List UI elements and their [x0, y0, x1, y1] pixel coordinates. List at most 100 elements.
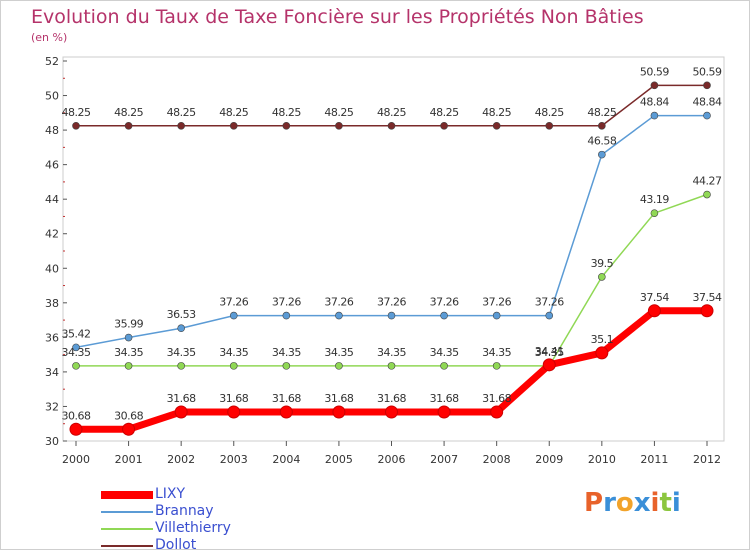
data-label: 37.26	[272, 296, 301, 309]
data-point	[177, 121, 185, 130]
y-tick-label: 34	[45, 366, 59, 379]
data-label: 34.35	[219, 346, 248, 359]
data-label: 35.42	[62, 327, 91, 340]
data-label: 34.41	[535, 345, 564, 358]
data-label: 31.68	[219, 392, 248, 405]
series-villethierry: 34.35 34.35 34.35 34.35 34.35 34.35 34.35 34.35…	[62, 175, 722, 370]
legend-label: Brannay	[155, 503, 214, 519]
data-point	[332, 405, 346, 419]
logo-letter: o	[615, 488, 634, 518]
data-label: 37.26	[535, 296, 564, 309]
data-point	[282, 121, 291, 130]
data-point	[492, 121, 501, 130]
data-label: 31.68	[482, 392, 511, 405]
data-label: 48.25	[324, 106, 353, 119]
data-point	[492, 311, 501, 320]
data-label: 48.25	[219, 106, 248, 119]
data-label: 48.25	[482, 106, 511, 119]
data-point	[177, 324, 185, 333]
data-label: 37.54	[640, 291, 669, 304]
x-tick-label: 2000	[62, 453, 90, 466]
data-label: 31.68	[324, 392, 353, 405]
data-point	[703, 111, 711, 120]
series-brannay: 35.42 35.99 36.53 37.26 37.26 37.26 37.26 37.26…	[62, 96, 722, 352]
data-point	[542, 358, 556, 372]
x-tick-label: 2012	[693, 453, 721, 466]
y-tick-label: 40	[45, 262, 59, 275]
data-point	[387, 362, 396, 370]
data-point	[124, 362, 133, 370]
y-tick-label: 46	[45, 159, 59, 172]
data-point	[647, 304, 661, 318]
data-point	[122, 422, 136, 436]
y-tick-label: 44	[45, 193, 59, 206]
data-label: 48.25	[587, 106, 616, 119]
data-point	[437, 405, 451, 419]
data-label: 48.25	[62, 106, 91, 119]
data-label: 35.99	[114, 318, 143, 331]
data-label: 48.25	[272, 106, 301, 119]
data-label: 36.53	[167, 308, 196, 321]
data-point	[387, 121, 396, 130]
data-label: 31.68	[430, 392, 459, 405]
data-point	[440, 121, 448, 130]
data-label: 34.35	[62, 346, 91, 359]
data-point	[279, 405, 293, 419]
data-label: 48.25	[167, 106, 196, 119]
data-point	[229, 311, 238, 320]
data-label: 30.68	[62, 409, 91, 422]
data-point	[229, 121, 238, 130]
data-label: 50.59	[693, 65, 722, 78]
x-tick-label: 2008	[483, 453, 511, 466]
data-label: 37.26	[482, 296, 511, 309]
data-label: 39.5	[591, 257, 614, 270]
logo-letter: i	[671, 488, 681, 518]
data-point	[124, 121, 133, 130]
series-lixy: 30.68 30.68 31.68 31.68 31.68 31.68 31.68 31.68…	[62, 291, 722, 436]
legend-label: Dollot	[155, 537, 197, 550]
x-tick-label: 2009	[535, 453, 563, 466]
data-label: 37.26	[324, 296, 353, 309]
data-point	[335, 121, 343, 130]
data-label: 34.35	[430, 346, 459, 359]
data-label: 34.35	[114, 346, 143, 359]
data-point	[598, 273, 606, 281]
y-axis-unit-label: (en %)	[31, 31, 68, 44]
legend-label: LIXY	[155, 486, 186, 502]
x-tick-label: 2001	[115, 453, 143, 466]
x-tick-label: 2003	[220, 453, 248, 466]
plot-area	[62, 56, 725, 442]
data-point	[440, 362, 448, 370]
data-point	[598, 121, 606, 130]
data-label: 48.25	[430, 106, 459, 119]
legend-swatch	[101, 528, 153, 530]
data-point	[440, 311, 448, 320]
data-point	[650, 81, 659, 90]
data-point	[650, 111, 659, 120]
data-label: 30.68	[114, 409, 143, 422]
data-point	[545, 121, 554, 130]
data-point	[387, 311, 396, 320]
data-point	[335, 362, 343, 370]
legend-label: Villethierry	[155, 520, 231, 536]
data-point	[700, 304, 714, 318]
data-point	[72, 121, 80, 130]
data-point	[335, 311, 343, 320]
data-point	[595, 346, 609, 360]
logo-letter: P	[584, 488, 604, 518]
data-point	[703, 81, 711, 90]
data-point	[124, 333, 133, 342]
data-label: 48.25	[377, 106, 406, 119]
series-dollot: 48.25 48.25 48.25 48.25 48.25 48.25 48.25 48.25…	[62, 65, 722, 130]
legend-swatch	[101, 511, 153, 513]
y-tick-label: 36	[45, 331, 59, 344]
data-label: 37.54	[693, 291, 722, 304]
logo-letter: t	[659, 488, 672, 518]
data-label: 35.1	[591, 333, 614, 346]
y-tick-label: 32	[45, 400, 59, 413]
data-label: 34.35	[324, 346, 353, 359]
x-tick-label: 2006	[378, 453, 406, 466]
data-point	[650, 209, 659, 217]
data-point	[72, 343, 80, 352]
